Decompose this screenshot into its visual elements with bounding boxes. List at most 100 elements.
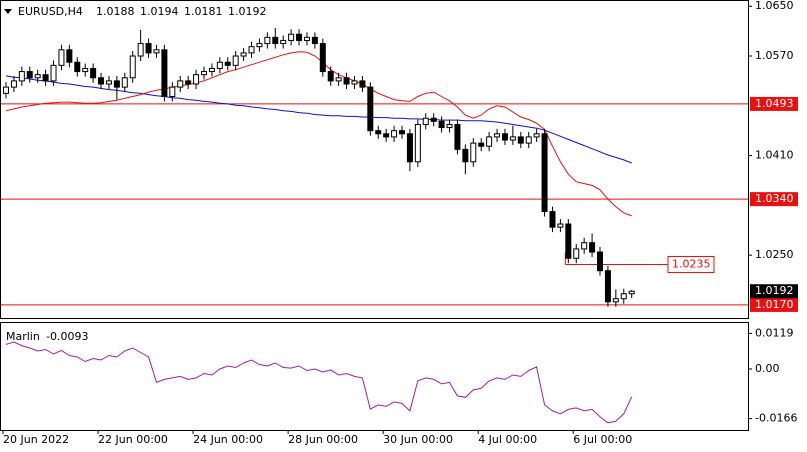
candle-body	[501, 133, 508, 141]
candle-body	[303, 36, 310, 41]
indicator-line	[5, 341, 633, 424]
x-tick-label: 4 Jul 00:00	[478, 433, 537, 446]
candle-body	[296, 33, 303, 41]
candle-body	[10, 80, 17, 88]
current-price-label: 1.0192	[755, 284, 794, 297]
candle-body	[311, 36, 318, 45]
candle-body	[98, 77, 105, 85]
candle-body	[216, 61, 223, 69]
candle-body	[351, 80, 358, 85]
ohlc-low: 1.0181	[184, 5, 223, 18]
y-tick-label: 1.0250	[755, 248, 794, 261]
y-tick-label: 1.0410	[755, 149, 794, 162]
candle-body	[185, 80, 192, 85]
candle-body	[391, 130, 398, 138]
candle-body	[343, 77, 350, 85]
candle-body	[169, 86, 176, 97]
candle-body	[153, 49, 160, 54]
candle-body	[272, 36, 279, 45]
level-label-box	[750, 192, 798, 207]
candle-body	[232, 55, 239, 66]
menu-triangle	[4, 9, 12, 14]
main-panel-frame	[0, 0, 749, 319]
candle-body	[604, 270, 611, 303]
candle-body	[248, 46, 255, 54]
candle-body	[573, 248, 580, 259]
candle-body	[105, 80, 112, 85]
candle-body	[478, 142, 485, 147]
candle-body	[161, 49, 168, 97]
candle-body	[486, 136, 493, 147]
indicator-panel-frame	[0, 322, 749, 431]
y-tick-label: 1.0570	[755, 49, 794, 62]
candle-body	[383, 133, 390, 138]
candle-body	[399, 130, 405, 135]
candle-body	[470, 142, 477, 163]
indicator-value: -0.0093	[46, 330, 88, 343]
candle-body	[201, 71, 207, 76]
candle-body	[557, 223, 564, 228]
level-label: 1.0170	[755, 298, 794, 311]
candle-body	[509, 136, 516, 141]
candle-body	[541, 133, 548, 213]
level-label: 1.0340	[755, 192, 794, 205]
marks	[1, 28, 748, 424]
candle-body	[129, 55, 136, 79]
candle-body	[256, 43, 263, 48]
x-tick-label: 30 Jun 00:00	[383, 433, 453, 446]
x-tick-label: 20 Jun 2022	[3, 433, 69, 446]
indicator-name: Marlin	[6, 330, 40, 343]
candle-body	[549, 211, 556, 228]
candle-body	[422, 117, 429, 125]
candle-body	[66, 49, 73, 63]
candle-body	[446, 123, 453, 129]
candle-body	[335, 77, 342, 82]
indicator-y-tick-label: 0.00	[755, 362, 780, 375]
x-tick-label: 6 Jul 00:00	[573, 433, 632, 446]
candle-body	[26, 71, 33, 79]
candle-body	[137, 43, 144, 57]
candle-body	[359, 80, 366, 88]
level-label: 1.0493	[755, 97, 794, 110]
candle-body	[121, 77, 128, 88]
candle-body	[327, 71, 334, 82]
candle-body	[438, 120, 445, 129]
candle-body	[517, 136, 524, 144]
candle-body	[193, 74, 200, 85]
candle-body	[367, 86, 374, 132]
candle-body	[90, 67, 97, 79]
candle-body	[177, 80, 184, 88]
candle-body	[533, 133, 540, 138]
candle-body	[113, 80, 120, 88]
candle-body	[375, 130, 382, 135]
candle-body	[145, 43, 152, 54]
candle-body	[628, 290, 635, 295]
candle-body	[589, 242, 596, 253]
moving-average-line	[5, 51, 632, 217]
level-label-box	[750, 96, 798, 111]
candle-body	[264, 36, 271, 45]
candle-body	[612, 298, 619, 303]
candle-body	[82, 67, 89, 73]
candle-body	[42, 74, 49, 82]
target-label: 1.0235	[672, 257, 711, 270]
candle-body	[581, 242, 588, 250]
candle-body	[620, 293, 627, 300]
candle-body	[462, 148, 469, 163]
candle-body	[430, 117, 437, 122]
indicator-y-tick-label: -0.0166	[755, 412, 797, 425]
candle-body	[288, 33, 295, 41]
ohlc-close: 1.0192	[228, 5, 267, 18]
candle-body	[224, 61, 231, 66]
ohlc-high: 1.0194	[140, 5, 179, 18]
target-label-box	[667, 255, 715, 273]
candle-body	[240, 52, 247, 57]
candle-body	[494, 133, 501, 138]
candle-body	[208, 67, 215, 73]
candle-body	[74, 61, 81, 73]
moving-average-line	[5, 75, 632, 164]
indicator-y-tick-label: 0.0119	[755, 326, 794, 339]
candle-body	[18, 71, 25, 82]
